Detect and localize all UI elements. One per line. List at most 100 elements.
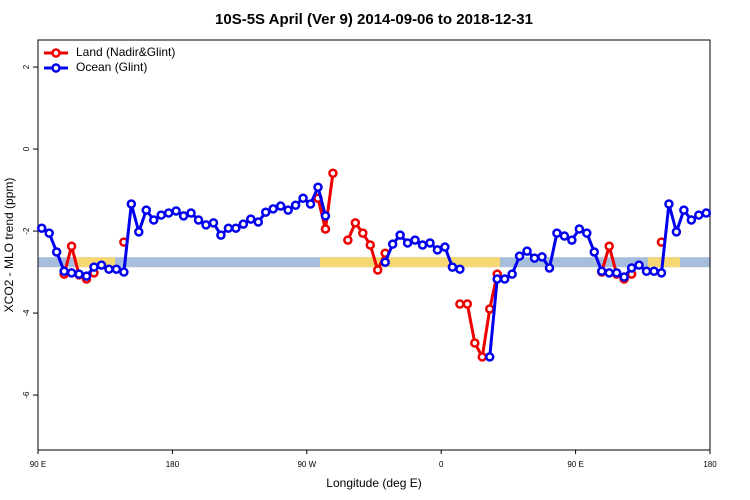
data-point: [96, 260, 107, 270]
data-point: [238, 219, 249, 229]
data-point: [104, 264, 114, 274]
data-point: [455, 299, 465, 309]
data-point: [626, 263, 637, 273]
y-tick-label: -2: [22, 227, 31, 235]
chart-title: 10S-5S April (Ver 9) 2014-09-06 to 2018-…: [215, 11, 533, 28]
data-point: [596, 266, 607, 276]
data-point: [36, 223, 47, 233]
data-point: [275, 201, 286, 211]
data-point: [634, 260, 644, 270]
data-point: [470, 338, 480, 348]
data-point: [679, 205, 689, 215]
data-point: [119, 267, 129, 277]
data-point: [59, 266, 69, 276]
data-point: [395, 230, 405, 240]
data-point: [425, 238, 435, 248]
data-point: [611, 268, 622, 278]
x-tick-label: 180: [166, 460, 180, 469]
data-point: [514, 251, 525, 261]
data-point: [380, 257, 390, 267]
x-tick-label: 180: [703, 460, 717, 469]
y-tick-label: -6: [22, 391, 31, 399]
data-point: [246, 214, 256, 224]
y-tick-label: 2: [22, 64, 31, 69]
data-point: [216, 230, 226, 240]
data-point: [701, 208, 712, 218]
data-point: [126, 199, 137, 209]
data-point: [171, 206, 181, 216]
data-point: [462, 299, 473, 309]
plot-frame: [37, 39, 711, 451]
legend-label: Land (Nadir&Glint): [76, 45, 175, 59]
data-point: [253, 217, 264, 227]
data-point: [350, 218, 361, 228]
data-point: [477, 352, 488, 362]
data-point: [81, 271, 92, 281]
data-point: [141, 205, 152, 215]
data-point: [402, 238, 413, 248]
data-point: [193, 215, 204, 225]
data-point: [499, 274, 510, 284]
data-point: [134, 227, 144, 237]
data-point: [156, 210, 166, 220]
data-point: [664, 199, 674, 209]
data-point: [201, 220, 211, 230]
data-point: [440, 242, 450, 252]
data-point: [410, 235, 420, 245]
data-point: [74, 269, 84, 279]
data-point: [111, 264, 122, 274]
data-point: [320, 211, 331, 221]
x-tick-label: 90 E: [567, 460, 583, 469]
y-tick-label: 0: [22, 146, 31, 151]
data-point: [522, 246, 532, 256]
data-point: [387, 239, 398, 249]
data-point: [186, 208, 196, 218]
data-point: [260, 207, 271, 217]
data-point: [589, 247, 600, 257]
data-point: [320, 224, 331, 234]
data-point: [582, 228, 592, 238]
data-point: [656, 268, 667, 278]
y-axis-label: XCO2 - MLO trend (ppm): [2, 178, 16, 313]
data-point: [268, 204, 278, 214]
data-point: [290, 200, 301, 210]
data-point: [537, 252, 547, 262]
data-point: [649, 266, 659, 276]
data-point: [552, 228, 562, 238]
data-point: [208, 218, 219, 228]
data-point: [231, 223, 241, 233]
data-point: [313, 182, 323, 192]
data-point: [417, 240, 428, 250]
data-point: [223, 223, 234, 233]
data-point: [432, 245, 443, 255]
data-point: [544, 263, 555, 273]
data-point: [455, 264, 465, 274]
data-point: [574, 224, 585, 234]
data-point: [372, 265, 383, 275]
data-point: [641, 266, 652, 276]
data-point: [51, 247, 62, 257]
data-point: [178, 211, 189, 221]
data-point: [484, 304, 495, 314]
legend-marker: [51, 48, 61, 58]
x-tick-label: 90 W: [297, 460, 316, 469]
data-point: [567, 235, 577, 245]
data-point: [148, 215, 159, 225]
x-axis-label: Longitude (deg E): [326, 476, 421, 490]
x-tick-label: 0: [439, 460, 444, 469]
data-point: [343, 235, 353, 245]
data-point: [365, 240, 376, 250]
land-span: [75, 257, 116, 268]
data-point: [66, 241, 77, 251]
data-point: [447, 262, 458, 272]
data-point: [559, 231, 570, 241]
data-point: [66, 268, 77, 278]
y-tick-label: -4: [22, 309, 31, 317]
data-point: [686, 215, 697, 225]
data-point: [529, 253, 540, 263]
data-point: [283, 205, 293, 215]
data-point: [492, 274, 502, 284]
data-point: [619, 272, 629, 282]
